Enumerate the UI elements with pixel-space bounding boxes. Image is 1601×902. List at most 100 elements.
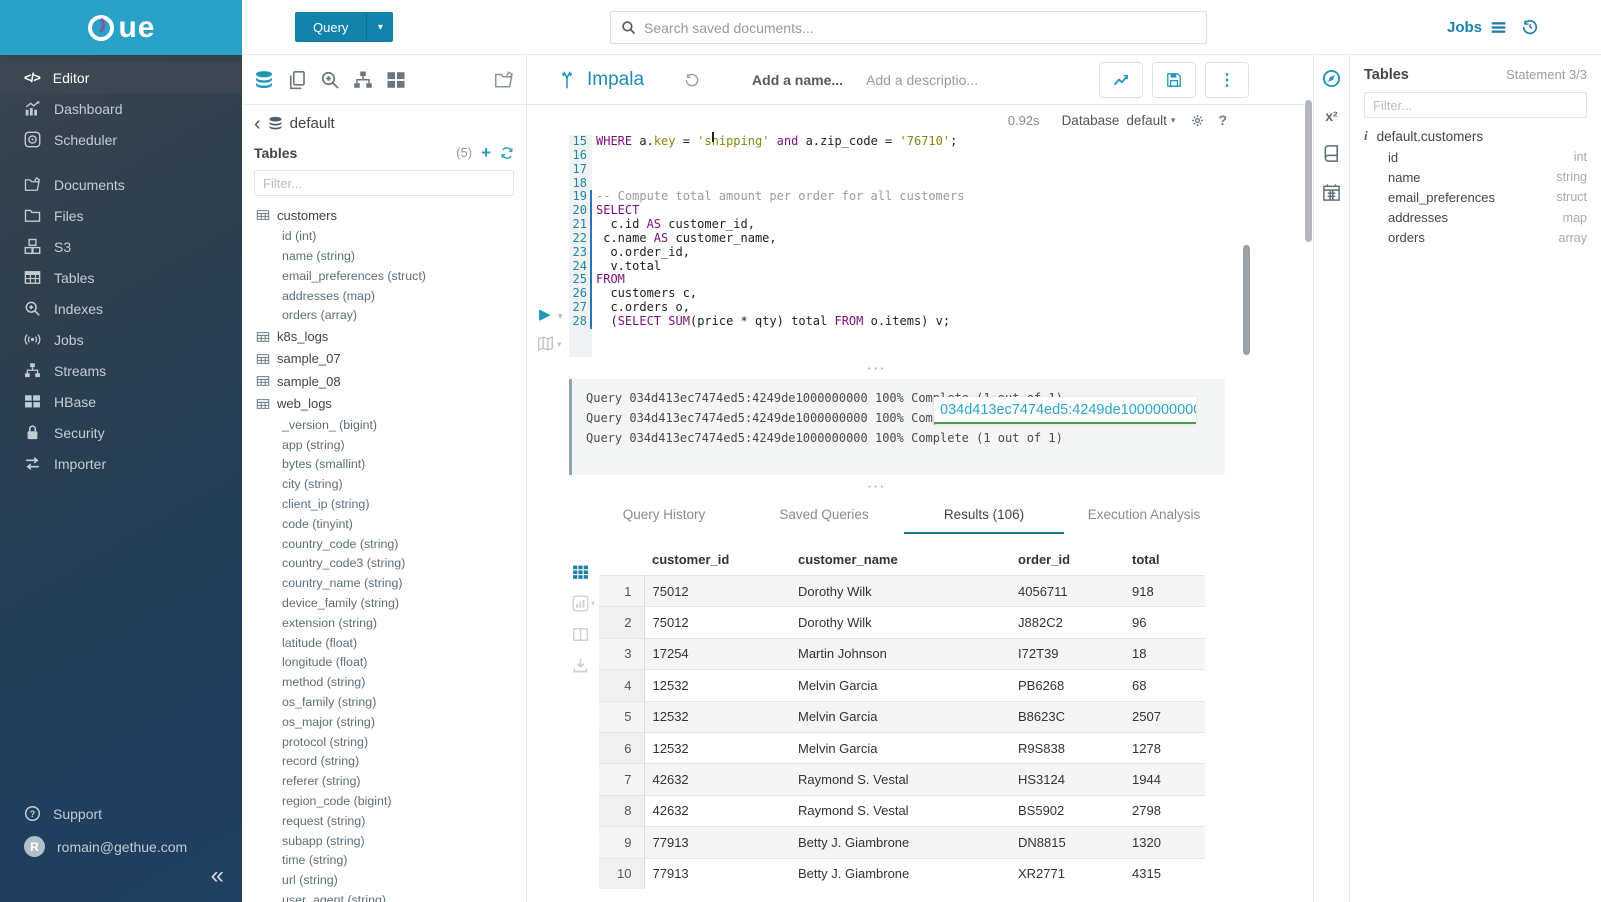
sidebar-item-scheduler[interactable]: Scheduler xyxy=(0,124,242,155)
resize-handle-top[interactable]: ··· xyxy=(867,360,887,376)
assist-column[interactable]: city (string) xyxy=(282,477,343,492)
assist-column[interactable]: name (string) xyxy=(282,249,355,264)
results-header[interactable]: total xyxy=(1132,552,1160,567)
assist-column[interactable]: extension (string) xyxy=(282,615,378,630)
sidebar-item-editor[interactable]: </> Editor xyxy=(0,62,242,93)
right-column-id[interactable]: id int xyxy=(1388,147,1587,167)
assist-column[interactable]: code (tinyint) xyxy=(282,516,353,531)
language-reference-icon[interactable] xyxy=(1322,144,1341,163)
solr-search-icon[interactable] xyxy=(320,70,340,90)
back-chevron-icon[interactable]: ‹ xyxy=(254,112,261,135)
assist-column[interactable]: user_agent (string) xyxy=(282,892,386,902)
sidebar-item-user[interactable]: R romain@gethue.com xyxy=(0,831,242,862)
schedule-icon[interactable] xyxy=(1322,183,1341,202)
hue-logo[interactable]: ue xyxy=(0,0,242,55)
jobs-link[interactable]: Jobs xyxy=(1447,19,1507,36)
assist-column[interactable]: subapp (string) xyxy=(282,833,365,848)
assist-column[interactable]: device_family (string) xyxy=(282,596,400,610)
assist-table-sample_08[interactable]: sample_08 xyxy=(256,370,526,392)
panel-scrollbar[interactable] xyxy=(1305,100,1312,242)
assist-column[interactable]: country_code3 (string) xyxy=(282,556,406,571)
open-folder-icon[interactable] xyxy=(494,70,514,90)
assist-column[interactable]: os_family (string) xyxy=(282,694,377,709)
documents-assist-icon[interactable] xyxy=(287,70,307,90)
right-column-addresses[interactable]: addresses map xyxy=(1388,208,1587,228)
settings-gear-icon[interactable] xyxy=(1190,113,1205,128)
sidebar-item-tables[interactable]: Tables xyxy=(0,262,242,293)
presentation-mode-icon[interactable] xyxy=(537,335,554,352)
assist-column[interactable]: referer (string) xyxy=(282,774,361,789)
right-column-orders[interactable]: orders array xyxy=(1388,228,1587,248)
code-lines[interactable]: WHERE a.key = 'shipping' and a.zip_code … xyxy=(592,132,1313,357)
assist-column[interactable]: method (string) xyxy=(282,675,366,690)
assist-column[interactable]: url (string) xyxy=(282,873,338,888)
chart-button[interactable] xyxy=(1099,61,1143,98)
database-select[interactable]: default ▾ xyxy=(1126,112,1176,128)
assist-column[interactable]: bytes (smallint) xyxy=(282,457,366,472)
query-name-input[interactable] xyxy=(752,71,853,88)
run-query-button[interactable]: ▶ xyxy=(539,306,551,323)
right-filter-input[interactable] xyxy=(1364,92,1587,118)
assist-table-sample_07[interactable]: sample_07 xyxy=(256,348,526,370)
tab-saved-queries[interactable]: Saved Queries xyxy=(779,507,869,522)
assist-column[interactable]: region_code (bigint) xyxy=(282,793,392,808)
query-button[interactable]: Query ▾ xyxy=(295,12,394,42)
columns-view-icon[interactable] xyxy=(572,626,599,643)
resize-handle-bottom[interactable]: ··· xyxy=(867,478,887,494)
more-actions-button[interactable]: ⋮ xyxy=(1205,61,1249,98)
tab-results-106[interactable]: Results (106) xyxy=(904,497,1064,534)
chart-view-icon[interactable]: ▾ xyxy=(572,595,599,612)
refresh-icon[interactable] xyxy=(500,146,514,160)
assist-table-customers[interactable]: customers xyxy=(256,204,526,226)
save-button[interactable] xyxy=(1152,61,1196,98)
sidebar-item-files[interactable]: Files xyxy=(0,200,242,231)
code-editor[interactable]: 15 16 17 18 19 20 21 22 23 24 25 26 27 28 WHERE a.key… xyxy=(527,132,1313,357)
sidebar-item-jobs[interactable]: Jobs xyxy=(0,324,242,355)
download-icon[interactable] xyxy=(572,657,599,674)
sidebar-item-streams[interactable]: Streams xyxy=(0,355,242,386)
sidebar-item-hbase[interactable]: HBase xyxy=(0,386,242,417)
assist-column[interactable]: os_major (string) xyxy=(282,714,375,729)
sidebar-item-documents[interactable]: Documents xyxy=(0,169,242,200)
sidebar-item-support[interactable]: ? Support xyxy=(0,798,242,829)
query-dropdown-caret[interactable]: ▾ xyxy=(366,12,394,42)
assist-column[interactable]: app (string) xyxy=(282,437,345,452)
assist-table-k8s_logs[interactable]: k8s_logs xyxy=(256,325,526,347)
editor-assistant-icon[interactable] xyxy=(1322,69,1341,88)
hdfs-sitemap-icon[interactable] xyxy=(353,70,373,90)
assist-column[interactable]: record (string) xyxy=(282,754,360,769)
assist-column[interactable]: country_code (string) xyxy=(282,536,399,551)
assist-table-web_logs[interactable]: web_logs xyxy=(256,393,526,415)
query-history-icon[interactable] xyxy=(684,72,700,88)
assist-column[interactable]: addresses (map) xyxy=(282,288,375,303)
sidebar-item-dashboard[interactable]: Dashboard xyxy=(0,93,242,124)
sidebar-item-importer[interactable]: Importer xyxy=(0,448,242,479)
assist-column[interactable]: country_name (string) xyxy=(282,576,403,591)
breadcrumb-db-name[interactable]: default xyxy=(289,115,335,132)
active-table-row[interactable]: i default.customers xyxy=(1364,128,1587,144)
help-icon[interactable]: ? xyxy=(1218,112,1227,128)
assist-column[interactable]: _version_ (bigint) xyxy=(282,417,378,432)
history-icon[interactable] xyxy=(1521,18,1539,36)
sidebar-collapse-icon[interactable]: « xyxy=(210,862,224,889)
code-scrollbar[interactable] xyxy=(1243,245,1250,355)
assist-column[interactable]: orders (array) xyxy=(282,308,358,323)
assist-column[interactable]: client_ip (string) xyxy=(282,497,370,512)
right-column-name[interactable]: name string xyxy=(1388,167,1587,187)
assist-column[interactable]: longitude (float) xyxy=(282,655,368,670)
assist-column[interactable]: request (string) xyxy=(282,813,366,828)
right-column-email_preferences[interactable]: email_preferences struct xyxy=(1388,187,1587,207)
job-id-badge[interactable]: 034d413ec7474ed5:4249de1000000000 xyxy=(934,397,1196,424)
search-input[interactable] xyxy=(644,19,1196,36)
assist-column[interactable]: time (string) xyxy=(282,853,348,868)
add-table-icon[interactable]: + xyxy=(481,143,491,162)
assist-column[interactable]: protocol (string) xyxy=(282,734,369,749)
tab-execution-analysis[interactable]: Execution Analysis xyxy=(1087,507,1201,522)
databases-icon[interactable] xyxy=(254,70,274,90)
sidebar-item-s3[interactable]: S3 xyxy=(0,231,242,262)
query-button-label[interactable]: Query xyxy=(295,12,367,42)
sidebar-item-security[interactable]: Security xyxy=(0,417,242,448)
results-header[interactable]: order_id xyxy=(1018,552,1071,567)
results-header[interactable]: customer_id xyxy=(652,552,730,567)
assist-column[interactable]: latitude (float) xyxy=(282,635,358,650)
